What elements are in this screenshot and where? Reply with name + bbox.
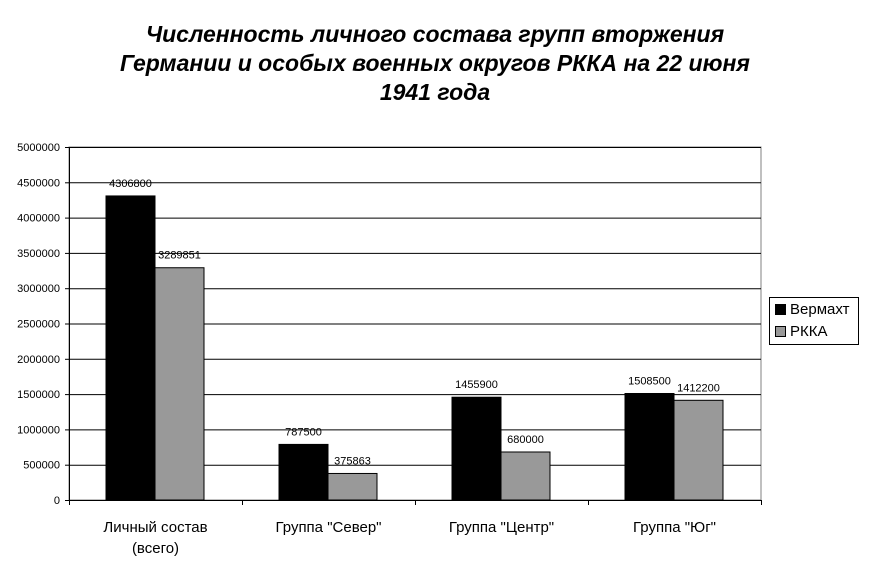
- x-category-label: (всего): [132, 540, 179, 557]
- x-category-label: Личный состав: [103, 519, 207, 536]
- y-tick-label: 2000000: [17, 354, 60, 366]
- legend-label-rkka: РККА: [790, 322, 828, 340]
- bar-rkka: [327, 472, 378, 501]
- y-tick-label: 4500000: [17, 177, 60, 189]
- bar-wehrmacht: [451, 396, 502, 501]
- x-category-label: Группа "Центр": [449, 519, 554, 536]
- chart-title-line-3: 1941 года: [379, 79, 491, 105]
- data-label-wehrmacht: 1455900: [455, 379, 498, 391]
- chart-title-line-2: Германии и особых военных округов РККА н…: [120, 50, 750, 76]
- legend-item-rkka: РККА: [770, 320, 858, 342]
- y-tick-label: 500000: [23, 460, 60, 472]
- y-tick-label: 3000000: [17, 283, 60, 295]
- data-label-rkka: 1412200: [677, 382, 720, 394]
- legend-item-wehrmacht: Вермахт: [770, 298, 858, 320]
- bar-wehrmacht: [624, 392, 675, 501]
- y-tick-label: 2500000: [17, 319, 60, 331]
- legend: Вермахт РККА: [769, 297, 859, 345]
- y-tick-label: 0: [54, 495, 60, 507]
- y-tick-label: 3500000: [17, 248, 60, 260]
- y-tick-label: 1500000: [17, 389, 60, 401]
- x-category-label: Группа "Север": [275, 519, 381, 536]
- data-label-wehrmacht: 1508500: [628, 375, 671, 387]
- chart-title: Численность личного состава групп вторже…: [60, 20, 810, 107]
- y-tick-label: 5000000: [17, 142, 60, 154]
- chart-title-line-1: Численность личного состава групп вторже…: [145, 21, 725, 47]
- bar-rkka: [500, 451, 551, 501]
- x-category-label: Группа "Юг": [633, 519, 716, 536]
- bar-wehrmacht: [105, 195, 156, 501]
- bar-rkka: [673, 399, 724, 501]
- bar-wehrmacht: [278, 443, 329, 501]
- legend-swatch-wehrmacht: [775, 303, 786, 315]
- bar-rkka: [154, 267, 205, 501]
- data-label-rkka: 375863: [334, 455, 371, 467]
- data-label-rkka: 680000: [507, 434, 544, 446]
- y-tick-label: 4000000: [17, 213, 60, 225]
- data-label-wehrmacht: 787500: [285, 426, 322, 438]
- legend-label-wehrmacht: Вермахт: [790, 300, 850, 318]
- data-label-rkka: 3289851: [158, 250, 201, 262]
- legend-swatch-rkka: [775, 325, 786, 337]
- y-tick-label: 1000000: [17, 424, 60, 436]
- data-label-wehrmacht: 4306800: [109, 178, 152, 190]
